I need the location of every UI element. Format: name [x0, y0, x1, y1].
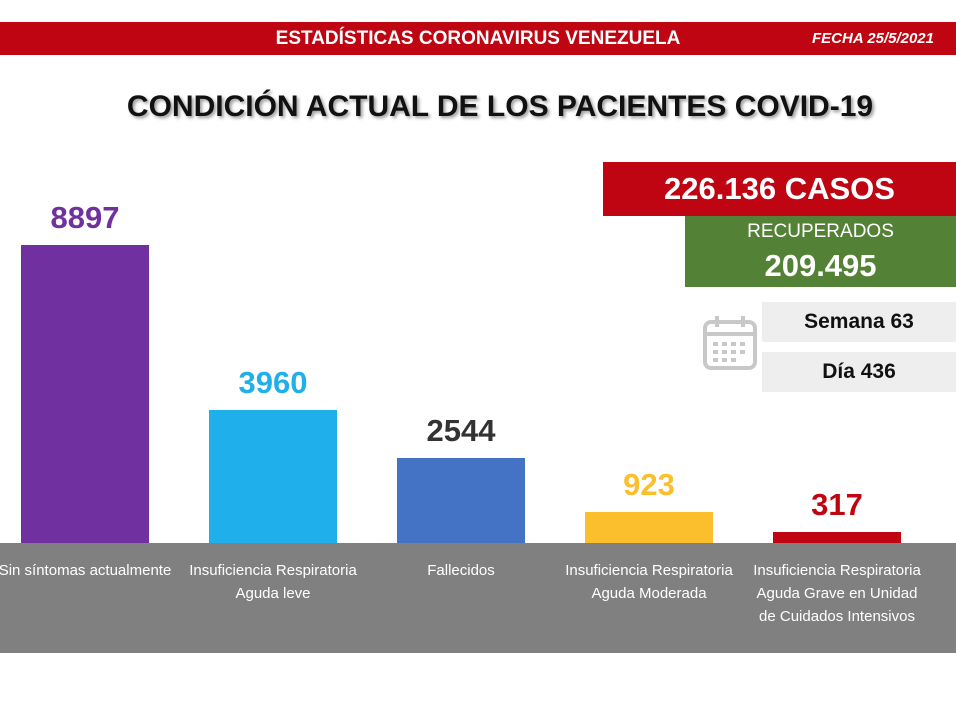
chart-title: CONDICIÓN ACTUAL DE LOS PACIENTES COVID-… [126, 90, 874, 123]
bar [585, 512, 713, 543]
bar [21, 245, 149, 543]
calendar-icon [703, 316, 757, 370]
x-tick-label: Insuficiencia Respiratoria Aguda Grave e… [753, 562, 921, 625]
value-label: 923 [623, 467, 675, 503]
x-tick-label: Fallecidos [427, 562, 495, 579]
header-bar: ESTADÍSTICAS CORONAVIRUS VENEZUELA FECHA… [0, 22, 956, 55]
bar [209, 410, 337, 543]
recovered-value: 209.495 [764, 248, 877, 283]
week-box: Semana 63 [762, 302, 956, 342]
x-tick-label: Sin síntomas actualmente [0, 562, 172, 579]
recovered-label: RECUPERADOS [747, 221, 894, 242]
bar [397, 457, 525, 543]
bar [773, 532, 901, 543]
header-date: FECHA 25/5/2021 [811, 30, 934, 47]
cases-box: 226.136 CASOS [603, 162, 956, 216]
value-label: 2544 [426, 412, 496, 448]
x-tick-label: Insuficiencia Respiratoria Aguda Moderad… [565, 562, 733, 602]
day-box: Día 436 [762, 352, 956, 392]
value-label: 8897 [50, 200, 120, 235]
recovered-box: RECUPERADOS 209.495 [685, 216, 956, 287]
value-label: 3960 [238, 365, 308, 401]
category-band: Sin síntomas actualmente Insuficiencia Re… [0, 543, 956, 653]
x-tick-label: Insuficiencia Respiratoria Aguda leve [189, 562, 357, 602]
value-label: 317 [811, 487, 863, 523]
header-title: ESTADÍSTICAS CORONAVIRUS VENEZUELA [275, 28, 681, 49]
